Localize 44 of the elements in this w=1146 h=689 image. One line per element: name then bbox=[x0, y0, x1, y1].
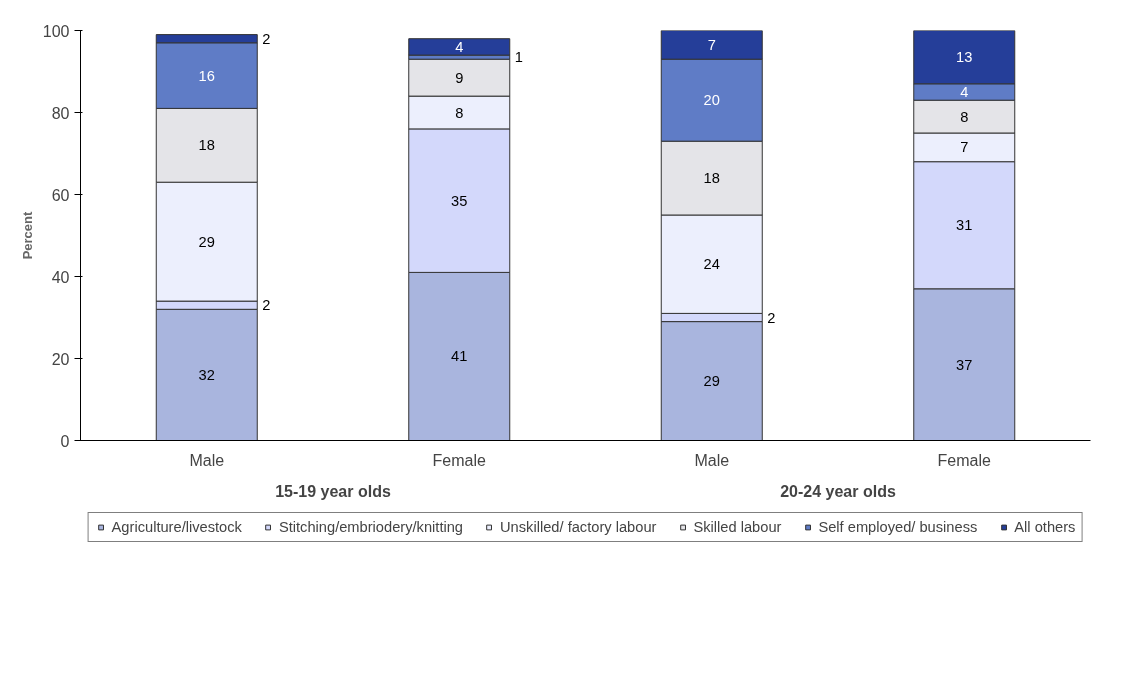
data-label: 18 bbox=[703, 170, 720, 187]
data-label: 24 bbox=[703, 256, 720, 273]
y-axis-title: Percent bbox=[19, 210, 35, 260]
data-label: 29 bbox=[198, 233, 215, 250]
data-label: 32 bbox=[198, 366, 215, 383]
y-tick-label: 80 bbox=[51, 104, 70, 122]
data-label: 16 bbox=[198, 67, 215, 84]
legend-label: All others bbox=[1014, 519, 1076, 535]
data-label: 8 bbox=[960, 108, 969, 125]
data-label: 37 bbox=[956, 356, 973, 373]
x-tick-label: Female bbox=[432, 451, 487, 469]
data-label: 4 bbox=[455, 38, 464, 55]
data-label: 1 bbox=[514, 49, 523, 66]
data-label: 41 bbox=[451, 348, 468, 365]
data-label: 4 bbox=[960, 84, 969, 100]
y-tick-label: 60 bbox=[51, 186, 70, 204]
data-label: 31 bbox=[956, 217, 973, 234]
data-label: 7 bbox=[960, 139, 969, 156]
data-label: 7 bbox=[707, 36, 716, 53]
x-tick-label: Male bbox=[694, 451, 730, 469]
data-label: 2 bbox=[767, 309, 776, 326]
text: 20-24 year olds bbox=[780, 482, 896, 500]
data-label: 8 bbox=[455, 104, 464, 121]
legend-label: Self employed/ business bbox=[818, 519, 978, 535]
y-tick-label: 40 bbox=[51, 268, 70, 286]
y-tick-label: 100 bbox=[42, 22, 70, 40]
y-tick-label: 20 bbox=[51, 350, 70, 368]
data-label: 18 bbox=[198, 137, 215, 154]
legend-label: Agriculture/livestock bbox=[111, 519, 242, 535]
y-tick-label: 0 bbox=[60, 432, 70, 450]
data-label: 2 bbox=[262, 30, 271, 47]
data-label: 2 bbox=[262, 297, 271, 314]
data-label: 9 bbox=[455, 69, 464, 86]
bar bbox=[408, 38, 511, 56]
x-tick-label: Female bbox=[937, 451, 992, 469]
data-label: 35 bbox=[451, 192, 468, 209]
data-label: 13 bbox=[956, 49, 973, 66]
legend-label: Skilled labour bbox=[693, 519, 782, 535]
text: 15-19 year olds bbox=[275, 482, 391, 500]
legend-label: Unskilled/ factory labour bbox=[500, 519, 657, 535]
data-label: 29 bbox=[703, 373, 720, 390]
x-tick-label: Male bbox=[189, 451, 225, 469]
legend-label: Stitching/embriodery/knitting bbox=[278, 519, 464, 535]
data-label: 20 bbox=[703, 92, 720, 109]
